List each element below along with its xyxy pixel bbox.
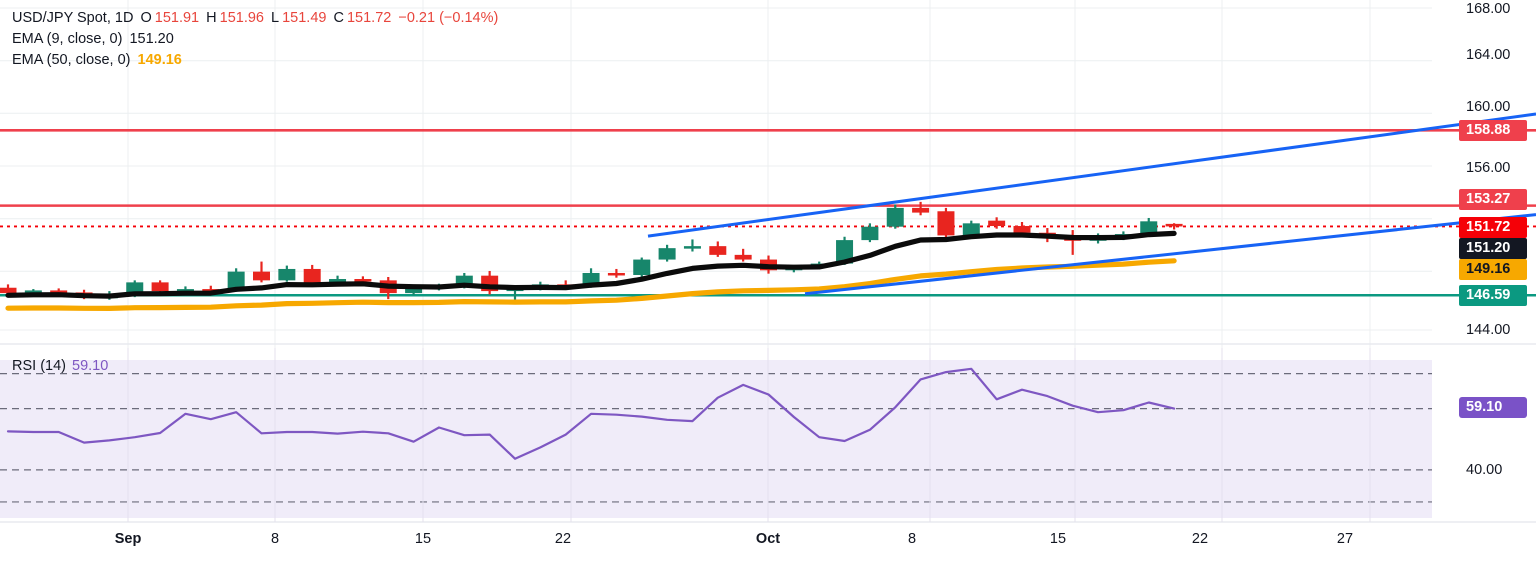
badge-resistance-153[interactable]: 153.27 xyxy=(1459,189,1527,210)
time-label-15b: 15 xyxy=(1049,531,1067,547)
legend-row-symbol[interactable]: USD/JPY Spot, 1D O 151.91 H 151.96 L 151.49… xyxy=(12,8,501,29)
high-value: 151.96 xyxy=(219,10,264,26)
price-tick-168: 168.00 xyxy=(1466,1,1511,17)
badge-support[interactable]: 146.59 xyxy=(1459,285,1527,306)
rsi-legend[interactable]: RSI (14) 59.10 xyxy=(12,358,108,374)
rsi-label: RSI (14) xyxy=(12,358,66,374)
price-tick-164: 164.00 xyxy=(1466,47,1511,63)
change-value: −0.21 (−0.14%) xyxy=(398,10,499,26)
low-label: L xyxy=(271,10,280,26)
high-label: H xyxy=(206,10,217,26)
badge-ema9[interactable]: 151.20 xyxy=(1459,238,1527,259)
price-tick-160: 160.00 xyxy=(1466,99,1511,115)
ema9-value: 151.20 xyxy=(129,31,174,47)
badge-rsi[interactable]: 59.10 xyxy=(1459,397,1527,418)
legend-row-ema9[interactable]: EMA (9, close, 0) 151.20 xyxy=(12,29,501,50)
time-label-22a: 22 xyxy=(554,531,572,547)
symbol-label: USD/JPY Spot, 1D xyxy=(12,10,134,26)
low-value: 151.49 xyxy=(282,10,327,26)
price-axis[interactable]: 168.00 164.00 160.00 156.00 144.00 40.00 xyxy=(1432,0,1536,522)
time-label-sep: Sep xyxy=(114,531,142,547)
badge-resistance-158[interactable]: 158.88 xyxy=(1459,120,1527,141)
badge-ema50[interactable]: 149.16 xyxy=(1459,259,1527,280)
rsi-tick-40: 40.00 xyxy=(1466,462,1503,478)
price-tick-144: 144.00 xyxy=(1466,322,1511,338)
time-axis[interactable]: Sep 8 15 22 Oct 8 15 22 27 xyxy=(0,522,1536,564)
legend-row-ema50[interactable]: EMA (50, close, 0) 149.16 xyxy=(12,50,501,71)
time-label-15a: 15 xyxy=(414,531,432,547)
price-tick-156: 156.00 xyxy=(1466,160,1511,176)
ema9-label: EMA (9, close, 0) xyxy=(12,31,123,47)
badge-last-price[interactable]: 151.72 xyxy=(1459,217,1527,238)
close-label: C xyxy=(333,10,344,26)
close-value: 151.72 xyxy=(346,10,392,26)
time-label-8a: 8 xyxy=(270,531,280,547)
time-label-22b: 22 xyxy=(1191,531,1209,547)
open-value: 151.91 xyxy=(154,10,200,26)
time-label-oct: Oct xyxy=(755,531,781,547)
time-label-8b: 8 xyxy=(907,531,917,547)
chart-legend: USD/JPY Spot, 1D O 151.91 H 151.96 L 151.49… xyxy=(12,8,501,71)
ema50-label: EMA (50, close, 0) xyxy=(12,52,131,68)
time-label-27: 27 xyxy=(1336,531,1354,547)
ema50-value: 149.16 xyxy=(137,52,182,68)
rsi-value: 59.10 xyxy=(72,358,109,374)
open-label: O xyxy=(140,10,152,26)
